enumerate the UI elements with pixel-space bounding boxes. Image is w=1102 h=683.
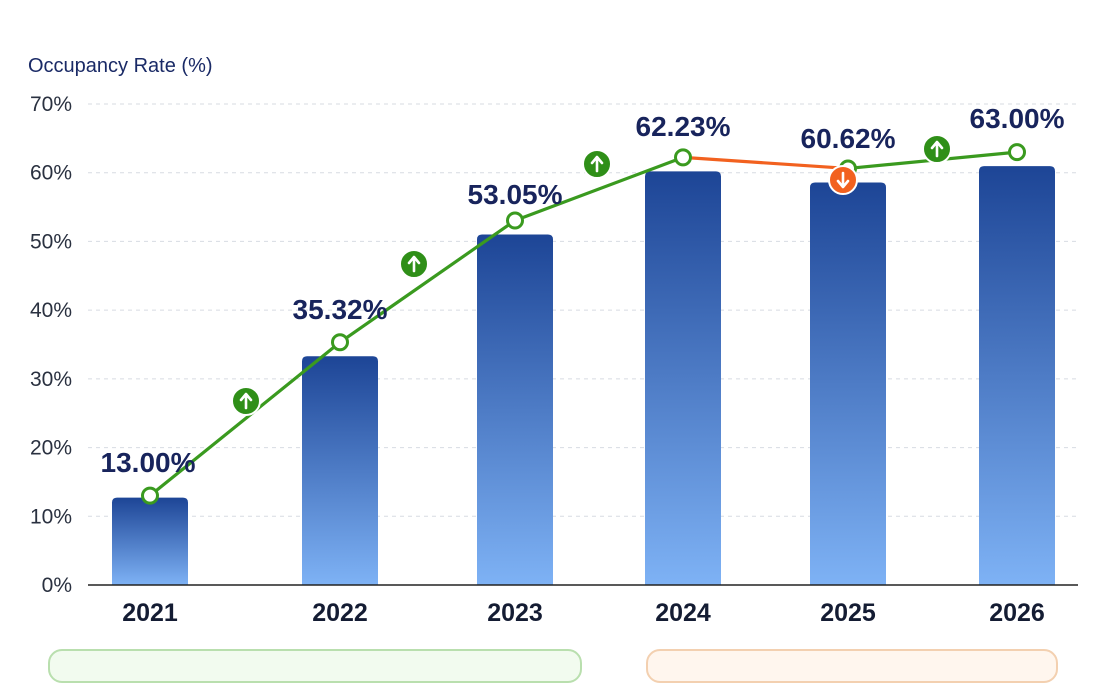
trend-segment-up: [338, 218, 517, 344]
bar-2026: [979, 166, 1055, 585]
bar-2025: [810, 182, 886, 586]
y-tick-label: 20%: [30, 437, 72, 460]
increase-summary-card: [48, 649, 582, 683]
data-label-2026: 63.00%: [970, 103, 1065, 134]
y-tick-label: 40%: [30, 299, 72, 322]
trend-point-marker: [506, 211, 524, 230]
up-arrow-icon: [922, 134, 952, 164]
bar-2024: [645, 171, 721, 586]
x-tick-label: 2021: [122, 599, 178, 627]
trend-segment-down: [681, 155, 850, 171]
y-tick-label: 60%: [30, 162, 72, 185]
y-tick-label: 70%: [30, 93, 72, 116]
trend-point-marker: [1008, 143, 1026, 162]
up-arrow-icon: [582, 149, 612, 179]
trend-segment-up: [513, 155, 685, 223]
y-tick-label: 30%: [30, 368, 72, 391]
y-tick-label: 0%: [42, 574, 72, 597]
x-tick-label: 2022: [312, 599, 368, 627]
y-tick-label: 50%: [30, 230, 72, 253]
chart-canvas: Occupancy Rate (%) 0% 10% 20% 30% 40% 50% 60% 7…: [28, 55, 1078, 627]
occupancy-chart: Occupancy Rate (%) 0% 10% 20% 30% 40% 50% 60% 7…: [28, 55, 1078, 683]
trend-point-marker: [141, 486, 159, 505]
bar-2021: [112, 497, 188, 585]
bar-2022: [302, 356, 378, 585]
data-label-2025: 60.62%: [801, 123, 896, 154]
decrease-summary-card: [646, 649, 1058, 683]
y-tick-label: 10%: [30, 505, 72, 528]
data-label-2021: 13.00%: [101, 447, 196, 478]
data-label-2024: 62.23%: [636, 111, 731, 142]
trend-point-marker: [331, 333, 349, 352]
up-arrow-icon: [399, 249, 429, 279]
data-label-2023: 53.05%: [468, 179, 563, 210]
trend-point-marker: [674, 148, 692, 167]
data-label-2022: 35.32%: [293, 294, 388, 325]
x-tick-label: 2026: [989, 599, 1045, 627]
y-axis-title: Occupancy Rate (%): [28, 55, 213, 77]
down-arrow-icon: [828, 165, 858, 195]
up-arrow-icon: [231, 386, 261, 416]
bar-2023: [477, 234, 553, 586]
x-tick-label: 2024: [655, 599, 711, 627]
trend-segment-up: [148, 340, 342, 498]
x-tick-label: 2025: [820, 599, 876, 627]
x-tick-label: 2023: [487, 599, 543, 627]
